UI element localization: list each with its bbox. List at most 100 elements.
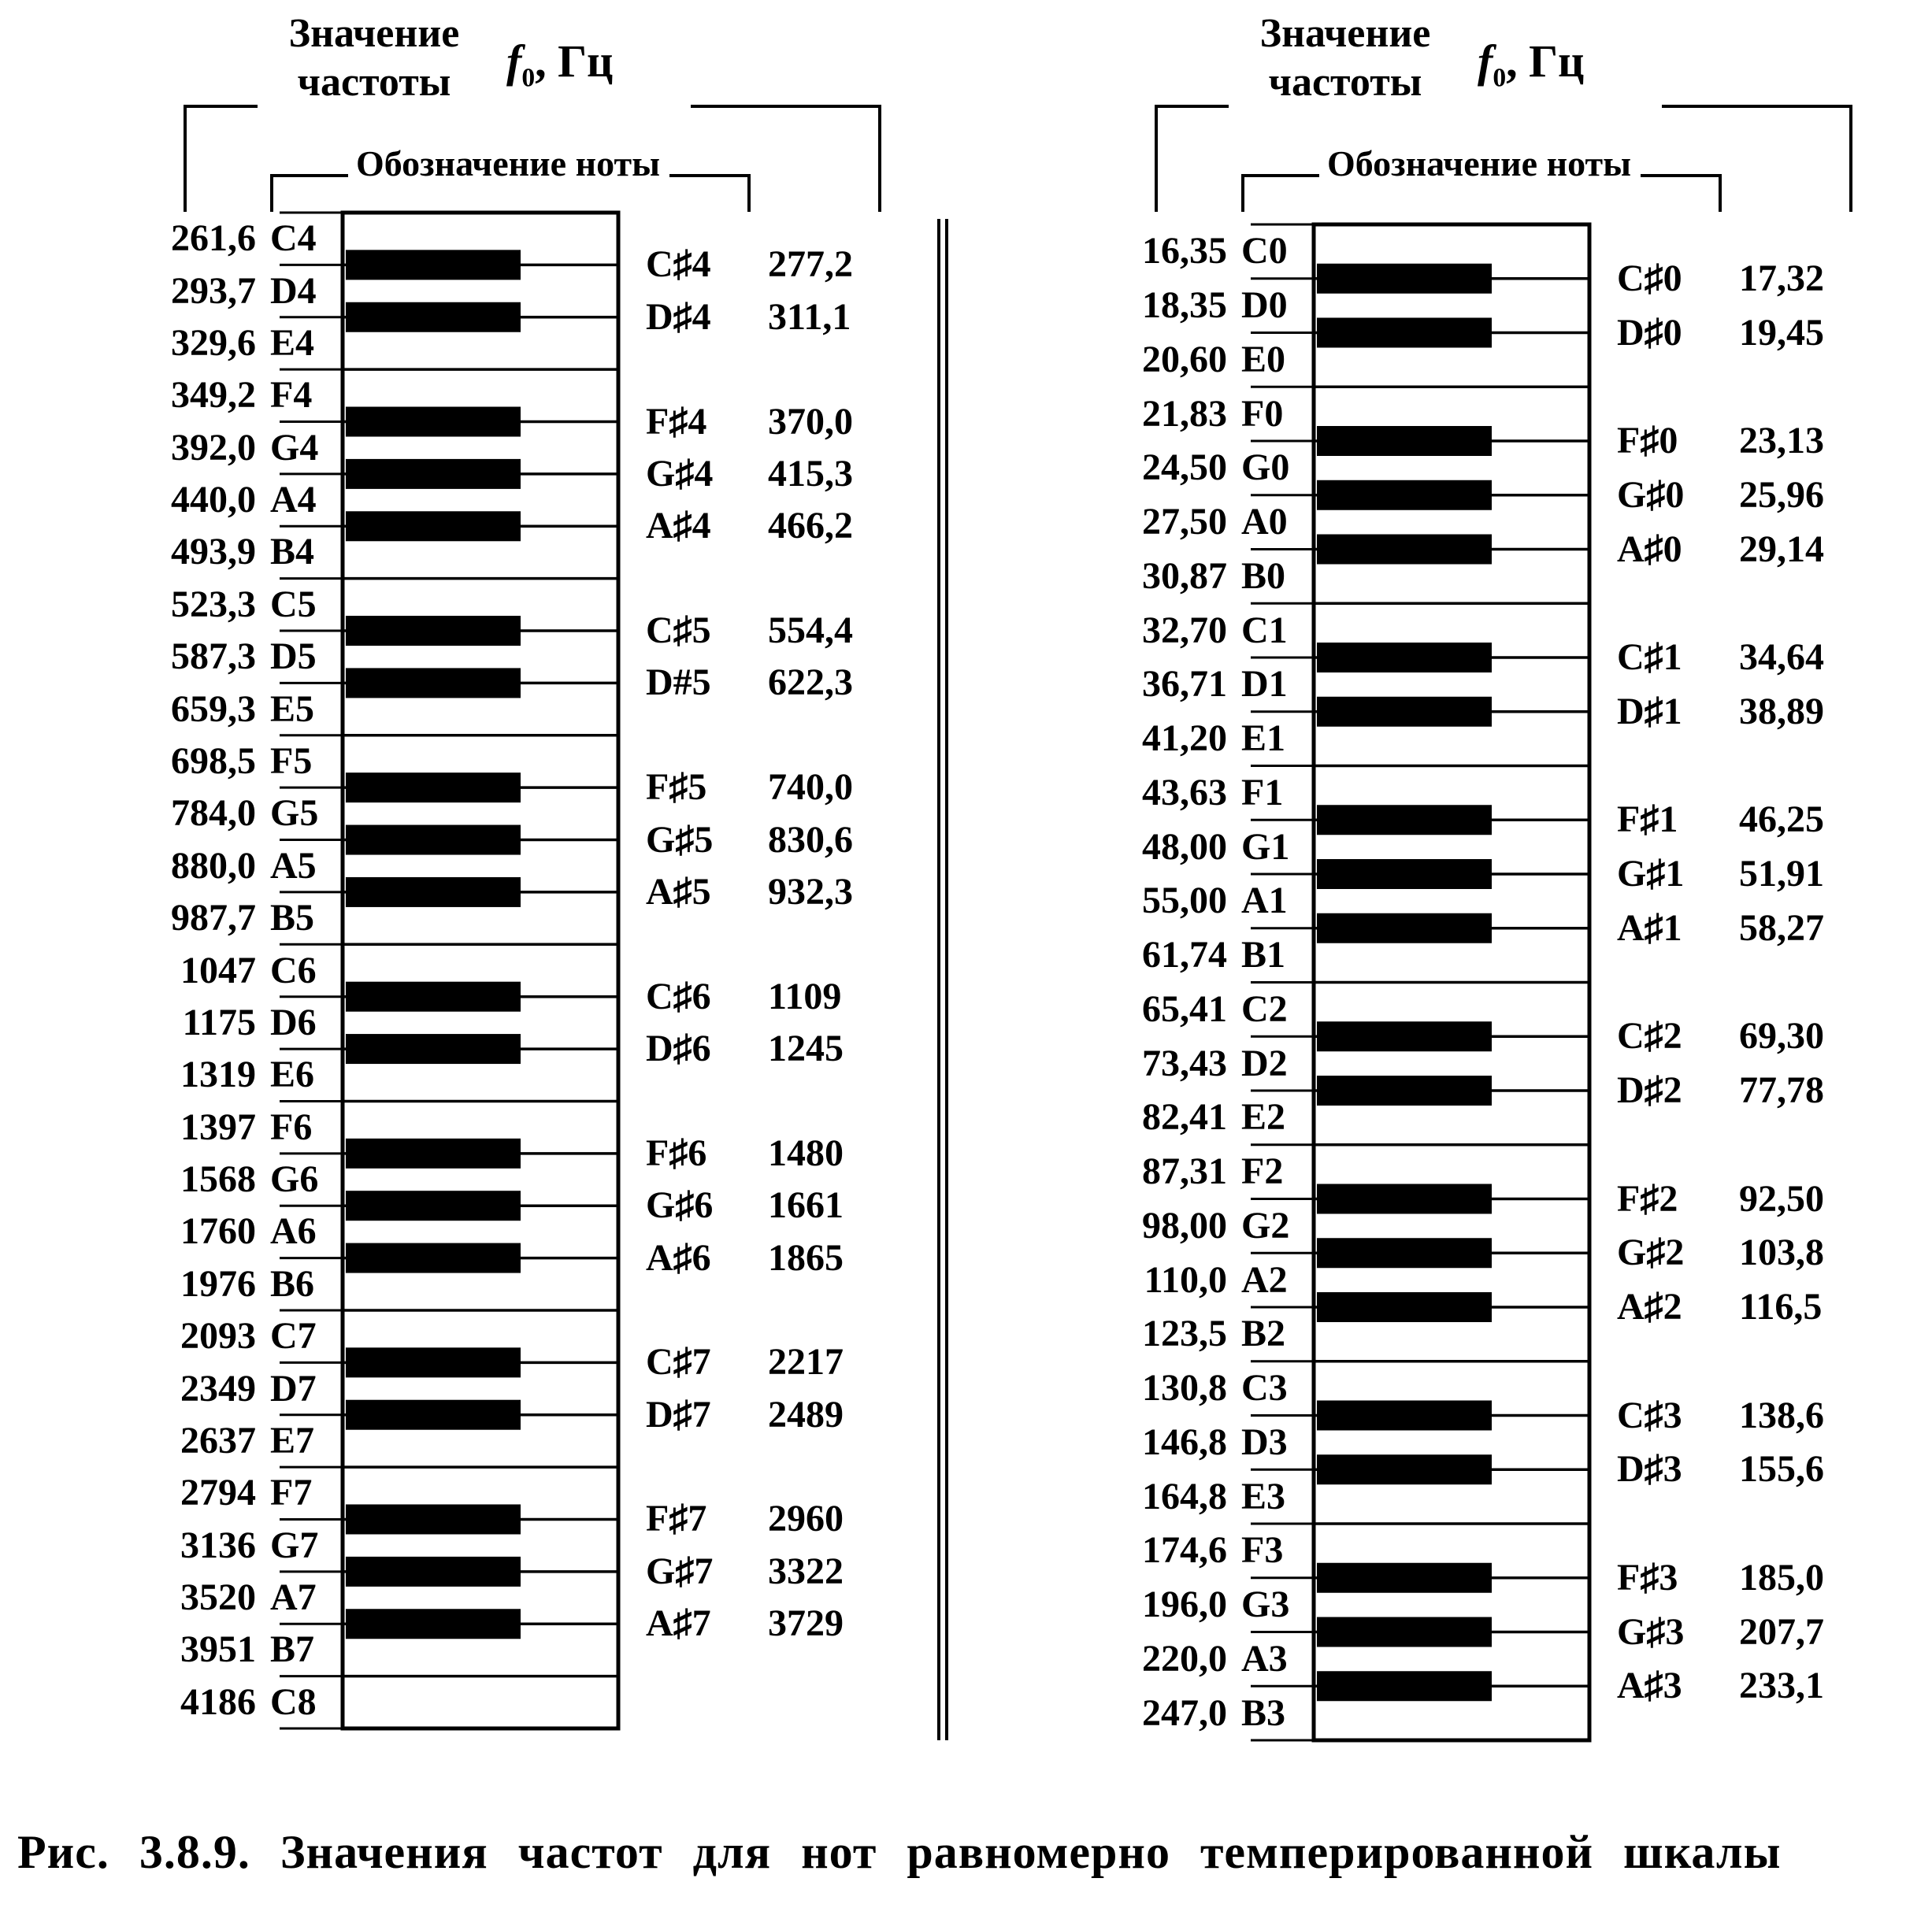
black-key bbox=[346, 1034, 521, 1065]
black-key-freq: 69,30 bbox=[1739, 1015, 1824, 1058]
white-key-note: C6 bbox=[270, 949, 317, 991]
black-key-freq: 233,1 bbox=[1739, 1665, 1824, 1707]
white-key-note: D2 bbox=[1241, 1042, 1288, 1084]
black-key bbox=[346, 1138, 521, 1169]
black-key-label: C♯3 138,6 bbox=[1617, 1396, 1824, 1435]
black-key-note: A♯2 bbox=[1617, 1286, 1682, 1328]
header-value-line2: частоты bbox=[297, 60, 451, 105]
black-key-label: G♯4 415,3 bbox=[646, 454, 853, 493]
black-key-freq: 1661 bbox=[768, 1184, 844, 1227]
bracket-note-left bbox=[1241, 174, 1319, 212]
black-key bbox=[1317, 859, 1492, 889]
black-key-label: D♯3 155,6 bbox=[1617, 1450, 1824, 1488]
black-key bbox=[346, 616, 521, 646]
white-key-note: B4 bbox=[270, 531, 315, 573]
black-key-note: A♯4 bbox=[646, 505, 711, 547]
white-key-note: B2 bbox=[1241, 1313, 1286, 1355]
black-key-label: A♯0 29,14 bbox=[1617, 530, 1824, 569]
black-key bbox=[1317, 317, 1492, 348]
black-key-note: G♯1 bbox=[1617, 853, 1685, 895]
black-key bbox=[346, 511, 521, 542]
white-key-note: B0 bbox=[1241, 554, 1286, 597]
white-key-freq: 18,35 bbox=[1142, 284, 1227, 327]
bracket-frequency-right bbox=[1662, 105, 1852, 212]
black-key-label: C♯0 17,32 bbox=[1617, 257, 1824, 299]
keyboard-outline bbox=[340, 210, 621, 1731]
white-key-freq: 123,5 bbox=[1142, 1313, 1227, 1355]
black-key-note: D♯2 bbox=[1617, 1069, 1682, 1111]
black-key-label: G♯5 830,6 bbox=[646, 821, 853, 859]
white-key-note: D7 bbox=[270, 1367, 317, 1410]
black-key-note: G♯6 bbox=[646, 1184, 714, 1227]
white-key-freq: 784,0 bbox=[171, 792, 256, 835]
white-key-note: F6 bbox=[270, 1106, 313, 1148]
bracket-note-right bbox=[669, 174, 751, 212]
black-key-label: D♯7 2489 bbox=[646, 1395, 844, 1434]
black-key-label: F♯0 23,13 bbox=[1617, 422, 1824, 460]
black-key-freq: 740,0 bbox=[768, 766, 853, 809]
black-key-freq: 207,7 bbox=[1739, 1610, 1824, 1653]
white-key-note: E2 bbox=[1241, 1096, 1286, 1139]
black-key-note: A♯5 bbox=[646, 870, 711, 913]
black-key-note: C♯5 bbox=[646, 609, 711, 652]
black-key-note: F♯7 bbox=[646, 1498, 707, 1540]
black-key-label: G♯1 51,91 bbox=[1617, 855, 1824, 893]
black-key bbox=[1317, 643, 1492, 672]
white-key-freq: 24,50 bbox=[1142, 446, 1227, 489]
white-key-note: E4 bbox=[270, 321, 315, 364]
white-key-note: B1 bbox=[1241, 934, 1286, 976]
white-key-note: D4 bbox=[270, 269, 317, 312]
black-key-label: C♯1 34,64 bbox=[1617, 639, 1824, 676]
black-key-note: A♯7 bbox=[646, 1602, 711, 1645]
black-key-note: C♯0 bbox=[1617, 257, 1682, 299]
black-key-label: D♯2 77,78 bbox=[1617, 1072, 1824, 1110]
black-key bbox=[1317, 696, 1492, 727]
black-key-freq: 554,4 bbox=[768, 609, 853, 652]
white-key-freq: 523,3 bbox=[171, 583, 256, 625]
black-key-freq: 311,1 bbox=[768, 295, 851, 338]
f-subscript: 0 bbox=[521, 63, 536, 93]
black-key bbox=[346, 1191, 521, 1221]
black-key-note: G♯0 bbox=[1617, 473, 1685, 516]
white-key-freq: 2794 bbox=[180, 1472, 256, 1514]
f-unit: , Гц bbox=[1506, 35, 1585, 87]
black-key-freq: 932,3 bbox=[768, 870, 853, 913]
white-key-freq: 61,74 bbox=[1142, 934, 1227, 976]
black-key-freq: 58,27 bbox=[1739, 906, 1824, 949]
black-key-freq: 1245 bbox=[768, 1028, 844, 1070]
black-key-label: D♯0 19,45 bbox=[1617, 313, 1824, 352]
white-key-note: C3 bbox=[1241, 1367, 1288, 1410]
white-key-freq: 2637 bbox=[180, 1419, 256, 1461]
black-key bbox=[346, 1347, 521, 1378]
black-key bbox=[1317, 263, 1492, 294]
black-key bbox=[346, 981, 521, 1012]
black-key-freq: 830,6 bbox=[768, 818, 853, 861]
black-key-note: C♯2 bbox=[1617, 1015, 1682, 1058]
black-key bbox=[1317, 1562, 1492, 1593]
bracket-frequency-right bbox=[691, 105, 881, 212]
white-key-freq: 27,50 bbox=[1142, 501, 1227, 543]
white-key-freq: 48,00 bbox=[1142, 825, 1227, 868]
white-key-freq: 20,60 bbox=[1142, 338, 1227, 380]
black-key-label: A♯5 932,3 bbox=[646, 870, 853, 913]
black-key-label: F♯2 92,50 bbox=[1617, 1180, 1824, 1218]
black-key-label: C♯2 69,30 bbox=[1617, 1017, 1824, 1055]
white-key-freq: 293,7 bbox=[171, 269, 256, 312]
black-key-freq: 77,78 bbox=[1739, 1069, 1824, 1111]
white-key-freq: 1397 bbox=[180, 1106, 256, 1148]
black-key-freq: 92,50 bbox=[1739, 1177, 1824, 1220]
black-key-freq: 622,3 bbox=[768, 661, 853, 704]
f-symbol: f bbox=[1478, 35, 1493, 87]
bracket-frequency-left bbox=[1155, 105, 1229, 212]
white-key-note: G4 bbox=[270, 426, 319, 469]
black-key-freq: 185,0 bbox=[1739, 1556, 1824, 1599]
white-key-freq: 1175 bbox=[182, 1001, 256, 1043]
panel-divider bbox=[937, 219, 948, 1740]
white-key-note: G5 bbox=[270, 792, 319, 835]
white-key-note: C2 bbox=[1241, 987, 1288, 1030]
black-key bbox=[346, 668, 521, 698]
white-key-note: C1 bbox=[1241, 609, 1288, 651]
black-key-label: A♯7 3729 bbox=[646, 1605, 844, 1643]
white-key-note: G0 bbox=[1241, 446, 1290, 489]
black-key bbox=[1317, 426, 1492, 456]
